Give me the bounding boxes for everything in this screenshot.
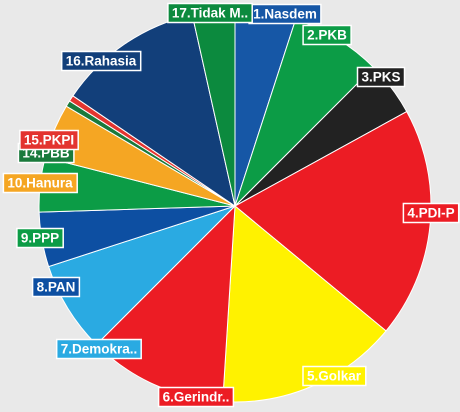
- slice-label-15-pkpi: 15.PKPI: [19, 129, 79, 151]
- pie-slice-4-pdi-p: [234, 110, 432, 332]
- slice-label-text: 6.Gerindr..: [163, 390, 230, 405]
- slice-label-text: 4.PDI-P: [407, 206, 454, 221]
- slice-label-box: [16, 227, 64, 249]
- slice-label-7-demokra: 7.Demokra..: [55, 338, 142, 360]
- slice-label-box: [302, 24, 352, 46]
- slice-label-text: 2.PKB: [307, 28, 347, 43]
- slice-label-box: [2, 172, 78, 194]
- slice-label-text: 7.Demokra..: [61, 342, 138, 357]
- slice-label-9-ppp: 9.PPP: [16, 227, 64, 249]
- slice-label-text: 3.PKS: [361, 70, 400, 85]
- slice-label-text: 8.PAN: [37, 280, 76, 295]
- slice-label-box: [19, 129, 79, 151]
- slice-label-box: [31, 276, 81, 298]
- slice-label-text: 10.Hanura: [7, 176, 73, 191]
- slice-label-text: 17.Tidak M..: [172, 6, 248, 21]
- slice-label-1-nasdem: 1.Nasdem: [248, 3, 322, 25]
- slice-label-box: [302, 365, 367, 387]
- slice-label-box: [402, 202, 460, 224]
- slice-label-box: [167, 2, 253, 24]
- slice-label-text: 9.PPP: [21, 231, 59, 246]
- slice-label-text: 1.Nasdem: [253, 7, 317, 22]
- slice-label-5-golkar: 5.Golkar: [302, 365, 367, 387]
- slice-label-box: [356, 66, 406, 88]
- slice-label-8-pan: 8.PAN: [31, 276, 81, 298]
- slice-label-box: [55, 338, 142, 360]
- slice-label-text: 16.Rahasia: [66, 54, 137, 69]
- slice-label-box: [60, 50, 142, 72]
- slice-label-6-gerindr: 6.Gerindr..: [157, 386, 235, 408]
- slice-label-text: 5.Golkar: [307, 369, 362, 384]
- slice-label-17-tidak-m: 17.Tidak M..: [167, 2, 253, 24]
- slice-label-10-hanura: 10.Hanura: [2, 172, 78, 194]
- slice-label-3-pks: 3.PKS: [356, 66, 406, 88]
- slice-label-text: 15.PKPI: [24, 133, 74, 148]
- slice-label-4-pdi-p: 4.PDI-P: [402, 202, 460, 224]
- slice-label-box: [157, 386, 235, 408]
- slice-label-2-pkb: 2.PKB: [302, 24, 352, 46]
- slice-label-16-rahasia: 16.Rahasia: [60, 50, 142, 72]
